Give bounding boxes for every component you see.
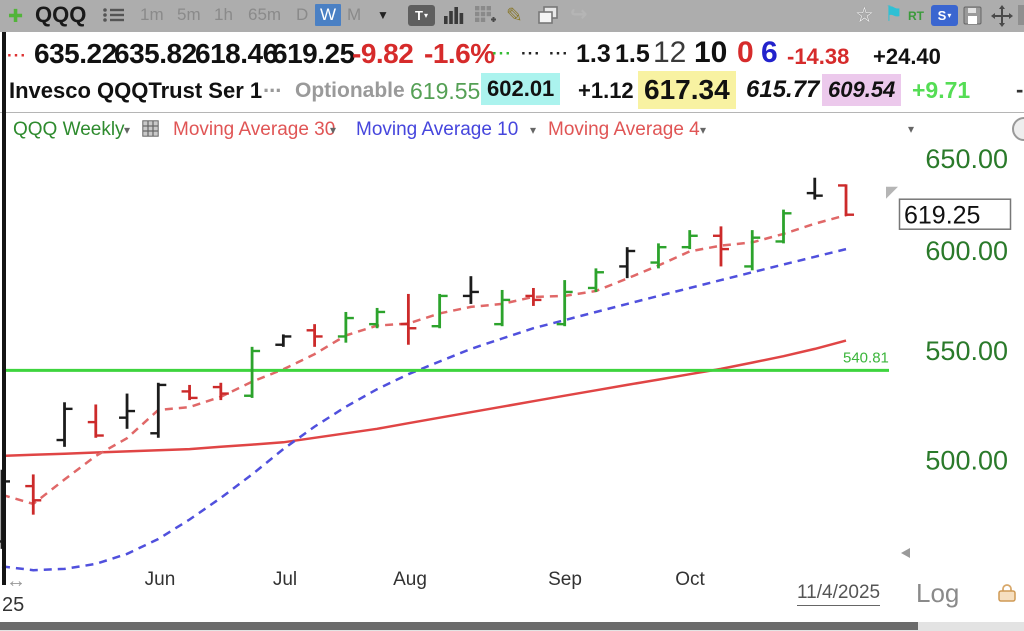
value-italic: 615.77 xyxy=(746,76,820,103)
quote-low: 618.46 xyxy=(195,38,278,69)
indicator-ma30[interactable]: Moving Average 30 xyxy=(173,119,336,140)
timeframe-1h[interactable]: 1h xyxy=(214,5,233,24)
stat-g: -14.38 xyxy=(787,44,850,69)
share-icon[interactable]: ↪ xyxy=(570,3,588,26)
chart-header: QQQ Weekly ▾ Moving Average 30 ▾ Moving … xyxy=(0,112,1024,146)
strategy-caret-icon: ▾ xyxy=(947,11,952,20)
optionable-label: Optionable xyxy=(295,79,405,102)
strategy-button[interactable]: S ▾ xyxy=(931,5,958,26)
chart-title-caret-icon[interactable]: ▾ xyxy=(124,123,131,137)
timeframe-daily[interactable]: D xyxy=(296,5,309,24)
quote-change-pct: -1.6% xyxy=(424,38,495,69)
flag-icon[interactable]: ⚑ xyxy=(884,3,903,26)
volume-bars-icon[interactable] xyxy=(444,6,464,30)
move-window-icon[interactable] xyxy=(991,5,1013,32)
ma10-line xyxy=(1,247,847,572)
timeframe-5m[interactable]: 5m xyxy=(177,5,201,24)
indicator-ma10[interactable]: Moving Average 10 xyxy=(356,119,519,140)
timeframe-1m[interactable]: 1m xyxy=(140,5,164,24)
chart-type-label: T xyxy=(415,8,423,23)
add-symbol-icon[interactable]: ✚ xyxy=(8,6,24,26)
value-pink-highlight: 609.54 xyxy=(822,74,902,106)
dots-black-2: ··· xyxy=(549,44,569,63)
stat-b: 1.5 xyxy=(615,40,650,68)
security-name: Invesco QQQTrust Ser 1 xyxy=(9,78,263,103)
timeframe-65m[interactable]: 65m xyxy=(248,5,282,24)
y-axis-tick: 500.00 xyxy=(925,446,1008,476)
stat-e: 0 xyxy=(737,36,754,69)
price-marker-arrow xyxy=(886,186,898,199)
stat-a: 1.3 xyxy=(576,40,611,68)
ma10-caret-icon[interactable]: ▾ xyxy=(530,123,537,137)
y-axis-tick: 550.00 xyxy=(925,336,1008,366)
dots-green: ··· xyxy=(492,44,512,63)
copy-layout-icon[interactable] xyxy=(538,6,560,30)
toolbar-overflow[interactable] xyxy=(1018,5,1024,25)
grid-settings-icon[interactable] xyxy=(142,120,160,143)
save-icon[interactable] xyxy=(963,6,983,30)
corner-clipped-text: 25 xyxy=(2,594,25,616)
info-row: Invesco QQQTrust Ser 1 ... Optionable 61… xyxy=(0,70,1024,113)
ma30-line xyxy=(1,339,847,458)
chart-type-button[interactable]: T ▾ xyxy=(408,5,435,26)
current-price-box xyxy=(898,198,1012,230)
trendline-price-label: 540.81 xyxy=(843,349,889,366)
x-axis-month-label: Oct xyxy=(675,569,705,590)
indicator-ma4[interactable]: Moving Average 4 xyxy=(548,119,700,140)
quote-open: 635.22 xyxy=(34,38,117,69)
value-green: 619.55 xyxy=(410,78,481,104)
scrollbar-thumb xyxy=(0,622,918,630)
dots-black-1: ··· xyxy=(521,44,541,63)
value-cut-off: - xyxy=(1016,77,1024,102)
log-scale-label[interactable]: Log xyxy=(916,578,960,608)
stat-f: 6 xyxy=(761,36,778,69)
value-bright-green: +9.71 xyxy=(912,77,971,103)
y-axis-tick: 600.00 xyxy=(925,236,1008,266)
x-axis-month-label: Jun xyxy=(145,569,176,590)
x-axis-month-label: Sep xyxy=(548,569,582,590)
stat-h: +24.40 xyxy=(873,44,941,69)
ma4-caret-icon[interactable]: ▾ xyxy=(700,123,707,137)
value-cyan-highlight: 602.01 xyxy=(481,73,561,105)
alert-dots-red: ··· xyxy=(7,46,27,65)
quote-row: ··· 635.22 635.82 618.46 619.25 -9.82 -1… xyxy=(0,32,1024,70)
date-field[interactable]: 11/4/2025 xyxy=(797,582,881,606)
current-price-label: 619.25 xyxy=(904,202,980,230)
chart-type-caret-icon: ▾ xyxy=(423,11,428,20)
timeframe-monthly[interactable]: M xyxy=(347,5,362,24)
window-left-border xyxy=(2,32,6,585)
y-axis-tick: 650.00 xyxy=(925,145,1008,174)
value-change: +1.12 xyxy=(578,78,634,103)
symbol-label[interactable]: QQQ xyxy=(35,2,87,27)
ma30-caret-icon[interactable]: ▾ xyxy=(330,123,337,137)
name-ellipsis[interactable]: ... xyxy=(263,72,282,97)
watchlist-icon[interactable] xyxy=(102,6,126,29)
price-chart[interactable]: 540.81 650.00 600.00 550.00 500.00 619.25 Jun J… xyxy=(0,145,1024,631)
x-axis-month-label: Jul xyxy=(273,569,297,590)
timeframe-dropdown-icon[interactable]: ▼ xyxy=(377,8,389,22)
value-yellow-highlight: 617.34 xyxy=(638,71,736,109)
stat-d: 10 xyxy=(694,36,728,69)
header-partial-icon[interactable] xyxy=(1012,117,1024,141)
chart-title[interactable]: QQQ Weekly xyxy=(13,119,125,140)
strategy-label: S xyxy=(937,8,947,23)
add-indicator-grid-icon[interactable] xyxy=(474,5,496,31)
draw-pencil-icon[interactable]: ✎ xyxy=(506,5,523,27)
main-toolbar: ✚ QQQ 1m 5m 1h 65m D W M ▼ T ▾ ✎ ↪ ☆ ⚑ RT… xyxy=(0,0,1024,33)
x-axis-month-label: Aug xyxy=(393,569,427,590)
timeframe-weekly-selected[interactable]: W xyxy=(315,4,342,26)
ma4-line xyxy=(1,213,847,506)
stat-c: 12 xyxy=(653,36,687,69)
axis-scroll-marker xyxy=(901,548,910,558)
realtime-badge: RT xyxy=(908,9,924,23)
favorite-star-icon[interactable]: ☆ xyxy=(855,4,874,27)
quote-high: 635.82 xyxy=(114,38,197,69)
resize-horizontal-icon[interactable]: ↔ xyxy=(6,570,26,592)
lock-icon[interactable] xyxy=(996,584,1018,607)
quote-last: 619.25 xyxy=(272,38,355,69)
header-extra-caret-icon[interactable]: ▾ xyxy=(908,122,915,136)
quote-change: -9.82 xyxy=(352,38,414,69)
